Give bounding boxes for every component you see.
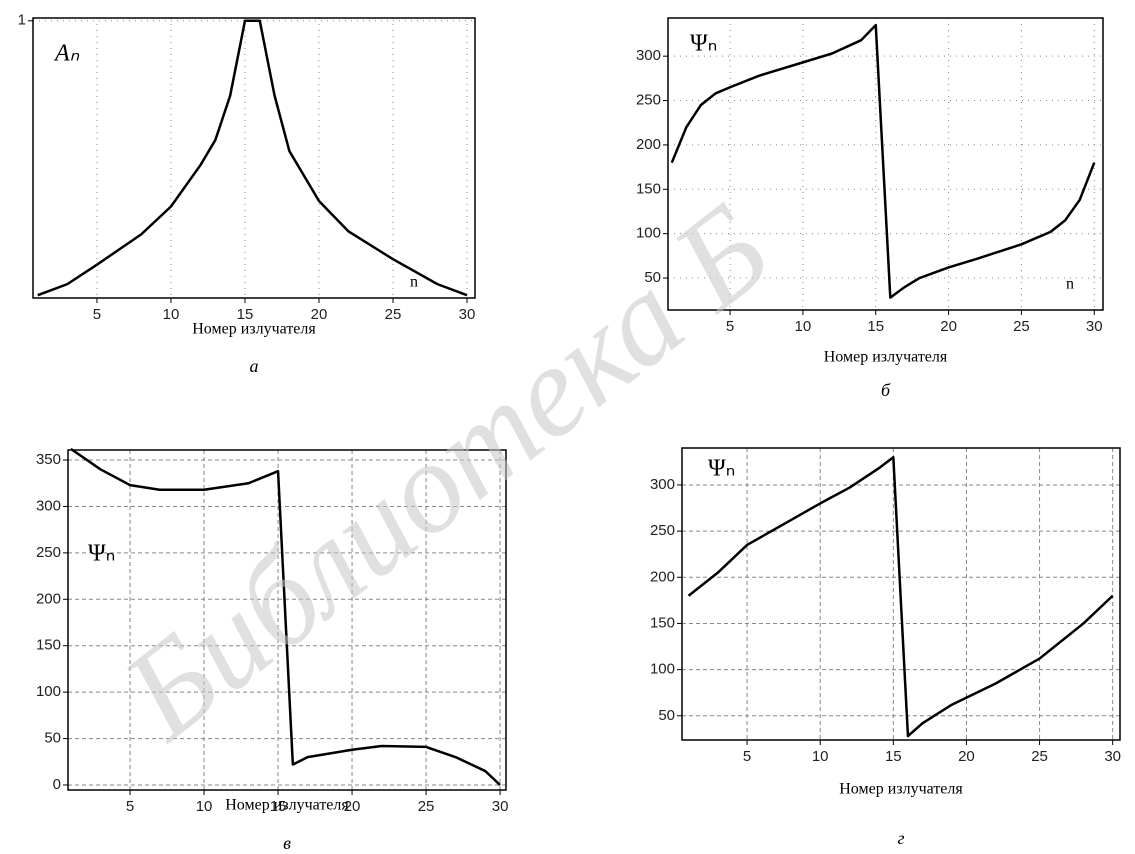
y-tick-label: 50 xyxy=(44,730,61,747)
x-tick-label: 5 xyxy=(126,798,134,815)
y-tick-label: 300 xyxy=(636,47,661,64)
x-tick-label: 5 xyxy=(726,318,734,335)
x-tick-label: 20 xyxy=(311,306,328,323)
x-tick-label: 10 xyxy=(196,798,213,815)
y-tick-label: 50 xyxy=(644,269,661,286)
x-tick-label: 20 xyxy=(958,748,975,765)
x-tick-label: 10 xyxy=(795,318,812,335)
plot-area xyxy=(668,18,1103,310)
caption: в xyxy=(283,833,291,853)
x-tick-label: 15 xyxy=(867,318,884,335)
y-tick-label: 250 xyxy=(650,522,675,539)
data-line xyxy=(37,19,468,297)
y-tick-label: 350 xyxy=(36,451,61,468)
x-axis-label: Номер излучателя xyxy=(225,797,349,814)
x-tick-label: 25 xyxy=(1031,748,1048,765)
y-tick-label: 250 xyxy=(636,92,661,109)
annotation: Ψₙ xyxy=(690,31,717,57)
data-line xyxy=(70,447,501,786)
y-tick-label: 1 xyxy=(18,12,26,29)
x-axis-label: Номер излучателя xyxy=(839,781,963,798)
x-tick-label: 30 xyxy=(459,306,476,323)
x-tick-label: 15 xyxy=(237,306,254,323)
annotation: n xyxy=(1066,276,1074,293)
y-tick-label: 300 xyxy=(36,497,61,514)
x-tick-label: 20 xyxy=(344,798,361,815)
annotation: n xyxy=(410,274,418,291)
y-tick-label: 100 xyxy=(650,661,675,678)
y-tick-label: 150 xyxy=(36,637,61,654)
y-tick-label: 200 xyxy=(36,590,61,607)
x-tick-label: 15 xyxy=(270,798,287,815)
plot-area xyxy=(33,18,475,298)
y-tick-label: 150 xyxy=(650,614,675,631)
y-tick-label: 300 xyxy=(650,476,675,493)
x-tick-label: 25 xyxy=(1013,318,1030,335)
plot-frame xyxy=(681,447,1121,741)
annotation: Aₙ xyxy=(53,41,80,67)
caption: а xyxy=(250,356,259,376)
x-tick-label: 5 xyxy=(93,306,101,323)
y-tick-label: 200 xyxy=(636,136,661,153)
x-axis-label: Номер излучателя xyxy=(824,349,948,366)
plot-frame xyxy=(32,17,476,299)
x-tick-label: 10 xyxy=(163,306,180,323)
data-line xyxy=(687,455,1114,738)
x-tick-label: 5 xyxy=(743,748,751,765)
y-tick-label: 100 xyxy=(636,225,661,242)
y-tick-label: 250 xyxy=(36,544,61,561)
y-tick-label: 100 xyxy=(36,683,61,700)
x-tick-label: 30 xyxy=(1104,748,1121,765)
annotation: Ψₙ xyxy=(88,541,115,567)
caption: г xyxy=(897,828,904,848)
y-tick-label: 200 xyxy=(650,568,675,585)
data-line xyxy=(670,23,1096,299)
x-tick-label: 30 xyxy=(1086,318,1103,335)
x-tick-label: 25 xyxy=(418,798,435,815)
plot-frame xyxy=(67,449,507,791)
y-tick-label: 150 xyxy=(636,180,661,197)
caption: б xyxy=(881,380,891,400)
plot-frame xyxy=(667,17,1104,311)
x-axis-label: Номер излучателя xyxy=(192,321,316,338)
x-tick-label: 30 xyxy=(492,798,509,815)
y-tick-label: 50 xyxy=(658,707,675,724)
y-tick-label: 0 xyxy=(53,776,61,793)
x-tick-label: 10 xyxy=(812,748,829,765)
x-tick-label: 25 xyxy=(385,306,402,323)
annotation: Ψₙ xyxy=(708,456,735,482)
x-tick-label: 15 xyxy=(885,748,902,765)
x-tick-label: 20 xyxy=(940,318,957,335)
